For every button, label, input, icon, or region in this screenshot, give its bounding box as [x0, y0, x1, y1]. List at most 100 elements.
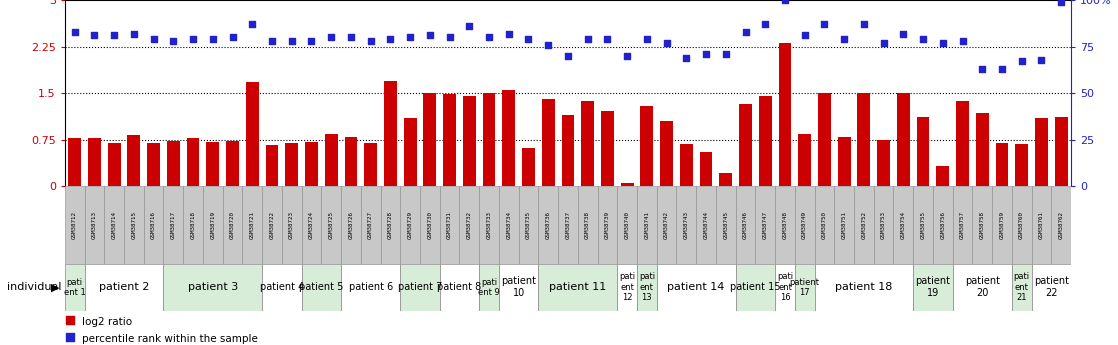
Text: GSM38725: GSM38725 [329, 211, 333, 239]
Bar [167, 141, 180, 186]
Bar [795, 264, 815, 310]
Bar [1032, 264, 1071, 310]
Text: individual: individual [7, 282, 61, 292]
Bar [542, 99, 555, 186]
Point [420, 33, 438, 38]
Text: log2 ratio: log2 ratio [83, 317, 133, 326]
Point [1033, 57, 1051, 62]
Point [322, 34, 340, 40]
Bar [739, 104, 752, 186]
Bar [302, 264, 341, 310]
Bar [305, 142, 318, 186]
Text: patient 18: patient 18 [835, 282, 892, 292]
Bar [818, 93, 831, 186]
Bar [854, 186, 874, 264]
Bar [459, 186, 480, 264]
Point [500, 31, 518, 36]
Bar [439, 264, 480, 310]
Bar [1054, 117, 1068, 186]
Bar [522, 148, 534, 186]
Bar [85, 264, 163, 310]
Bar [973, 186, 992, 264]
Point [480, 34, 498, 40]
Bar [578, 186, 597, 264]
Bar [207, 141, 219, 186]
Point [678, 55, 695, 60]
Text: GSM38737: GSM38737 [566, 211, 570, 239]
Point [993, 66, 1011, 72]
Point [717, 51, 735, 57]
Bar [246, 82, 258, 186]
Text: GSM38740: GSM38740 [625, 211, 629, 239]
Bar [502, 90, 515, 186]
Bar [676, 186, 697, 264]
Bar [480, 264, 499, 310]
Bar [736, 186, 756, 264]
Bar [1032, 186, 1051, 264]
Bar [897, 93, 910, 186]
Text: GSM38757: GSM38757 [960, 211, 965, 239]
Text: patient 3: patient 3 [188, 282, 238, 292]
Text: GSM38754: GSM38754 [901, 211, 906, 239]
Text: GSM38750: GSM38750 [822, 211, 827, 239]
Point [283, 38, 301, 44]
Text: patient 8: patient 8 [437, 282, 482, 292]
Text: GSM38730: GSM38730 [427, 211, 433, 239]
Text: patient 4: patient 4 [259, 282, 304, 292]
Text: GSM38733: GSM38733 [486, 211, 492, 239]
Point [835, 36, 853, 42]
Text: GSM38726: GSM38726 [349, 211, 353, 239]
Bar [266, 145, 278, 186]
Text: GSM38760: GSM38760 [1020, 211, 1024, 239]
Bar [775, 264, 795, 310]
Text: ▶: ▶ [51, 282, 60, 292]
Text: GSM38758: GSM38758 [979, 211, 985, 239]
Point [263, 38, 281, 44]
Text: patient
10: patient 10 [501, 276, 537, 298]
Point [737, 29, 755, 34]
Bar [601, 110, 614, 186]
Bar [65, 264, 85, 310]
Text: GSM38747: GSM38747 [762, 211, 768, 239]
Bar [815, 264, 913, 310]
Bar [222, 186, 243, 264]
Bar [878, 140, 890, 186]
Bar [364, 144, 377, 186]
Point [598, 36, 616, 42]
Bar [837, 137, 851, 186]
Bar [302, 186, 321, 264]
Text: patient 5: patient 5 [300, 282, 343, 292]
Point [815, 21, 833, 27]
Text: GSM38743: GSM38743 [684, 211, 689, 239]
Point [1052, 0, 1070, 4]
Text: GSM38717: GSM38717 [171, 211, 176, 239]
Bar [163, 264, 262, 310]
Bar [874, 186, 893, 264]
Point [244, 21, 262, 27]
Text: GSM38739: GSM38739 [605, 211, 610, 239]
Point [144, 36, 162, 42]
Point [638, 36, 656, 42]
Point [894, 31, 912, 36]
Text: GSM38756: GSM38756 [940, 211, 946, 239]
Bar [1012, 186, 1032, 264]
Text: GSM38734: GSM38734 [506, 211, 511, 239]
Bar [480, 186, 499, 264]
Point [164, 38, 182, 44]
Text: GSM38719: GSM38719 [210, 211, 216, 239]
Bar [424, 93, 436, 186]
Bar [656, 264, 736, 310]
Bar [1051, 186, 1071, 264]
Bar [697, 186, 716, 264]
Bar [499, 186, 519, 264]
Text: patient
20: patient 20 [965, 276, 999, 298]
Bar [1015, 144, 1029, 186]
Bar [917, 117, 929, 186]
Text: pati
ent 1: pati ent 1 [64, 277, 86, 297]
Bar [736, 264, 775, 310]
Point [855, 21, 873, 27]
Bar [203, 186, 222, 264]
Bar [759, 96, 771, 186]
Bar [597, 186, 617, 264]
Bar [680, 144, 693, 186]
